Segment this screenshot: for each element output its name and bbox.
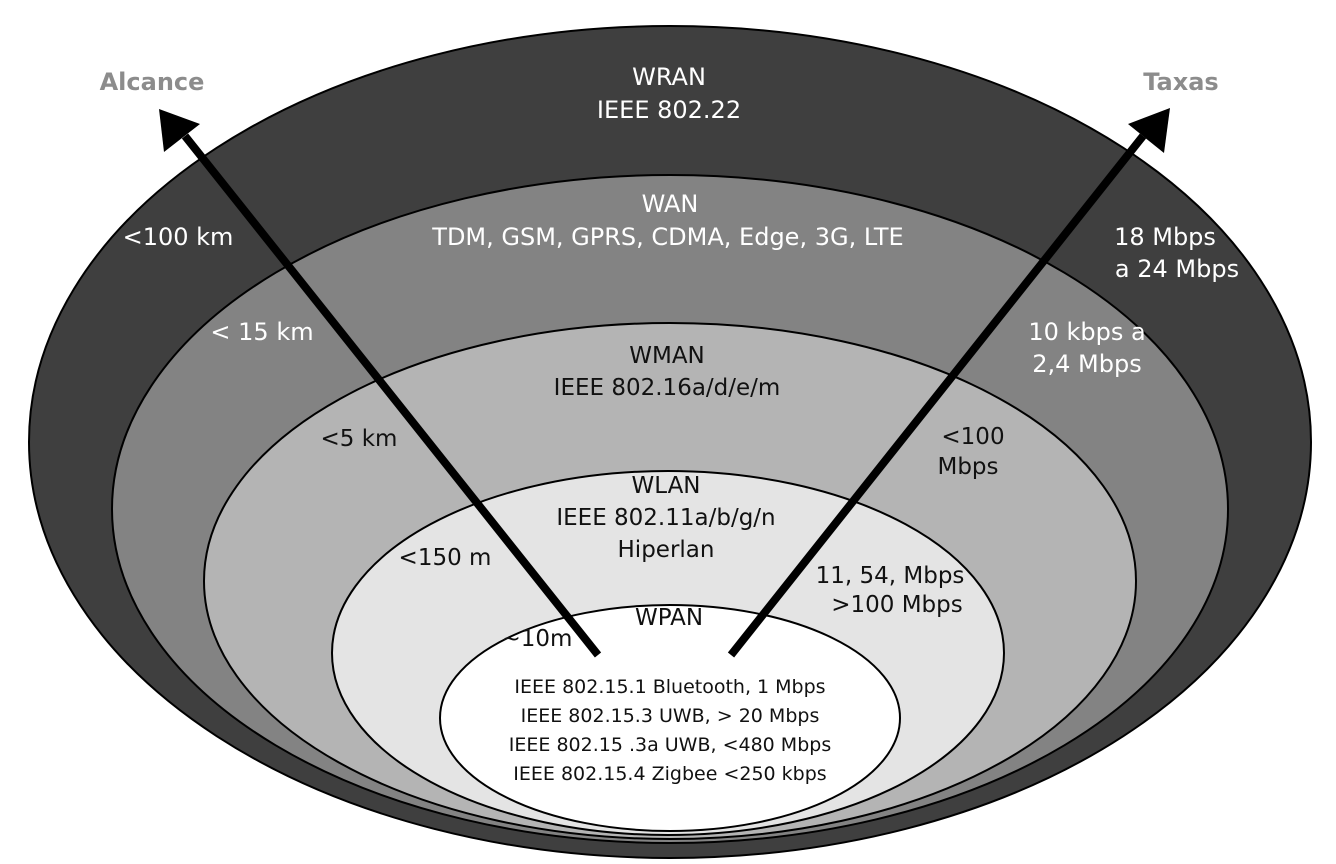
wlan-range: <150 m — [399, 545, 492, 571]
wlan-rate-line1: 11, 54, Mbps — [816, 563, 965, 589]
rate-arrow-head — [1128, 108, 1170, 153]
wman-rate-line1: <100 — [941, 424, 1004, 450]
wman-name: WMAN — [629, 343, 705, 369]
wpan-range: ~10m — [502, 626, 573, 652]
wan-standard: TDM, GSM, GPRS, CDMA, Edge, 3G, LTE — [431, 223, 903, 251]
wpan-name: WPAN — [635, 605, 703, 631]
wpan-item: IEEE 802.15.3 UWB, > 20 Mbps — [521, 705, 820, 727]
range-arrow-shaft — [181, 133, 602, 658]
wpan-layer — [439, 604, 901, 832]
wman-range: <5 km — [321, 426, 398, 452]
wran-standard: IEEE 802.22 — [597, 96, 741, 124]
wran-rate-line2: a 24 Mbps — [1115, 255, 1239, 283]
wan-rate-line1: 10 kbps a — [1028, 318, 1145, 346]
range-arrow-head — [159, 109, 200, 152]
wlan-standard-2: Hiperlan — [618, 537, 715, 563]
wan-rate-line2: 2,4 Mbps — [1032, 350, 1141, 378]
wpan-item: IEEE 802.15.1 Bluetooth, 1 Mbps — [514, 676, 825, 698]
wlan-name: WLAN — [631, 473, 700, 499]
wman-standard: IEEE 802.16a/d/e/m — [554, 375, 781, 401]
rate-arrow-shaft — [727, 133, 1147, 658]
wran-rate-line1: 18 Mbps — [1114, 223, 1216, 251]
wlan-standard: IEEE 802.11a/b/g/n — [556, 505, 775, 531]
wpan-item: IEEE 802.15 .3a UWB, <480 Mbps — [509, 734, 831, 756]
wran-name: WRAN — [632, 63, 706, 91]
wlan-rate-line2: >100 Mbps — [831, 592, 963, 618]
range-axis-label: Alcance — [100, 68, 205, 96]
rate-axis-label: Taxas — [1143, 68, 1218, 96]
wan-range: < 15 km — [210, 318, 313, 346]
wran-range: <100 km — [123, 223, 234, 251]
wman-rate-line2: Mbps — [937, 454, 998, 480]
wpan-item: IEEE 802.15.4 Zigbee <250 kbps — [513, 763, 826, 785]
wan-name: WAN — [642, 190, 699, 218]
